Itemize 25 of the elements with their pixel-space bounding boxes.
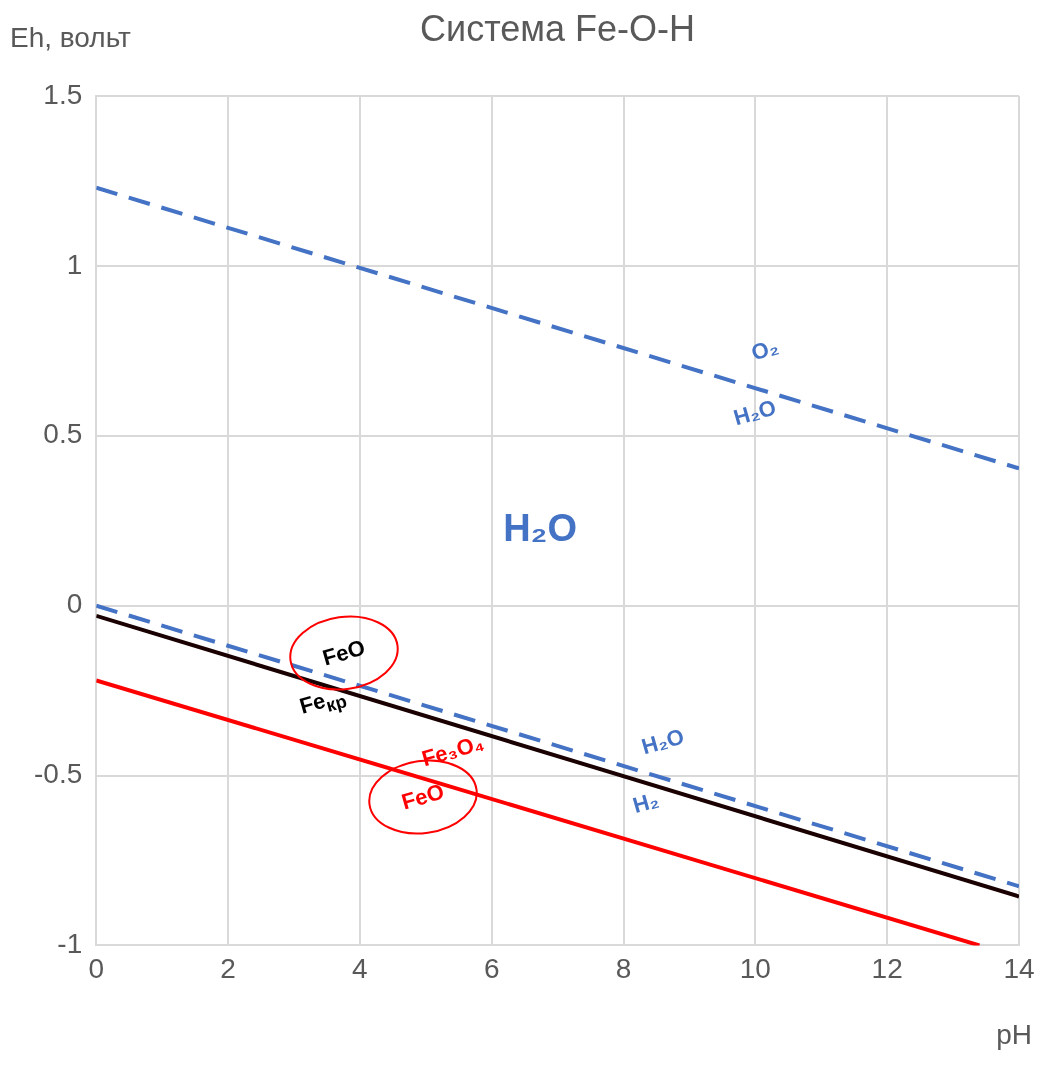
annotation: H₂O bbox=[638, 724, 687, 761]
annotation: Fe₃O₄ bbox=[419, 729, 488, 773]
y-tick-label: 1.5 bbox=[43, 78, 83, 110]
annotation: O₂ bbox=[748, 333, 782, 367]
y-axis-title: Eh, вольт bbox=[10, 22, 131, 54]
y-tick-label: -1 bbox=[57, 928, 83, 960]
x-tick-label: 8 bbox=[615, 952, 632, 984]
annotation: H₂O bbox=[503, 506, 578, 550]
x-tick-label: 4 bbox=[352, 952, 368, 984]
x-tick-label: 12 bbox=[871, 952, 903, 984]
annotation: H₂ bbox=[630, 786, 663, 819]
x-tick-label: 10 bbox=[739, 952, 771, 984]
y-tick-label: 0.5 bbox=[43, 418, 83, 450]
y-tick-label: -0.5 bbox=[34, 758, 83, 790]
x-axis-title: pH bbox=[996, 1019, 1032, 1052]
x-tick-label: 2 bbox=[220, 952, 236, 984]
annotation: FeO bbox=[319, 634, 368, 672]
annotation: H₂O bbox=[730, 394, 780, 432]
y-tick-label: 1 bbox=[66, 248, 83, 280]
x-tick-label: 6 bbox=[483, 952, 500, 984]
chart-title: Система Fe-O-H bbox=[420, 8, 696, 50]
x-tick-label: 0 bbox=[88, 952, 105, 984]
annotation: FeO bbox=[398, 778, 448, 816]
x-tick-label: 14 bbox=[1003, 952, 1035, 984]
y-tick-label: 0 bbox=[66, 588, 83, 620]
